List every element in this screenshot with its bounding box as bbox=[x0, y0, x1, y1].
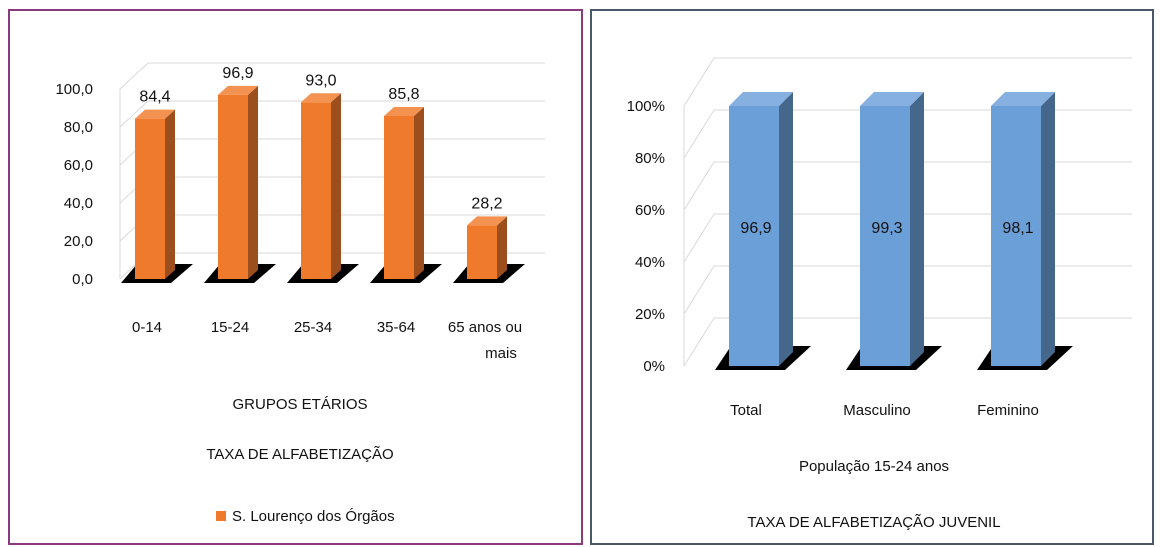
y-tick-label: 0% bbox=[643, 358, 665, 375]
y-tick-label: 100% bbox=[627, 98, 665, 115]
x-tick-label: 15-24 bbox=[211, 319, 249, 336]
gridline bbox=[119, 100, 545, 128]
legend-label: S. Lourenço dos Órgãos bbox=[232, 508, 395, 525]
bar bbox=[467, 225, 497, 279]
y-tick-label: 20,0 bbox=[64, 233, 93, 250]
bar-side bbox=[165, 109, 175, 279]
bar-top bbox=[301, 93, 341, 103]
bar-side bbox=[1041, 92, 1055, 366]
bar-top bbox=[218, 85, 258, 95]
y-tick-label: 80,0 bbox=[64, 119, 93, 136]
data-label: 96,9 bbox=[740, 220, 771, 237]
bar-top bbox=[384, 106, 424, 116]
bar bbox=[301, 102, 331, 279]
x-tick-label: Feminino bbox=[977, 402, 1039, 419]
bar-top bbox=[135, 109, 175, 119]
y-tick-label: 60,0 bbox=[64, 157, 93, 174]
data-label: 98,1 bbox=[1002, 220, 1033, 237]
y-tick-label: 100,0 bbox=[55, 81, 93, 98]
bar-top bbox=[860, 92, 924, 106]
youth-literacy-panel: 0% 20% 40% 60% 80% 100% 96,9 99,3 98,1 Total Mascu… bbox=[590, 9, 1154, 545]
x-tick-label: 65 anos ou mais bbox=[448, 319, 522, 362]
bar-side bbox=[248, 85, 258, 279]
x-axis-title: População 15-24 anos bbox=[799, 458, 949, 475]
y-tick-label: 20% bbox=[635, 306, 665, 323]
legend-swatch bbox=[216, 511, 226, 521]
bar bbox=[218, 94, 248, 279]
x-tick-label: 0-14 bbox=[132, 319, 162, 336]
data-label: 99,3 bbox=[871, 220, 902, 237]
y-tick-label: 40,0 bbox=[64, 195, 93, 212]
bar-side bbox=[414, 106, 424, 279]
bar-side bbox=[910, 92, 924, 366]
bar-side bbox=[331, 93, 341, 279]
y-tick-label: 60% bbox=[635, 202, 665, 219]
chart-title: TAXA DE ALFABETIZAÇÃO bbox=[206, 446, 393, 463]
youth-literacy-chart: 0% 20% 40% 60% 80% 100% 96,9 99,3 98,1 Total Mascu… bbox=[627, 57, 1132, 531]
y-tick-label: 80% bbox=[635, 150, 665, 167]
literacy-by-age-panel: 0,0 20,0 40,0 60,0 80,0 100,0 84,4 96,9 93,0 85,8… bbox=[8, 9, 583, 545]
y-tick-label: 40% bbox=[635, 254, 665, 271]
data-label: 85,8 bbox=[388, 86, 419, 103]
bar bbox=[384, 115, 414, 279]
chart-title: TAXA DE ALFABETIZAÇÃO JUVENIL bbox=[747, 514, 1000, 531]
bar bbox=[729, 106, 779, 366]
bar bbox=[991, 106, 1041, 366]
x-tick-label: 25-34 bbox=[294, 319, 332, 336]
bar-top bbox=[991, 92, 1055, 106]
data-label: 28,2 bbox=[471, 195, 502, 212]
data-label: 96,9 bbox=[222, 65, 253, 82]
bar-top bbox=[467, 216, 507, 226]
x-tick-label: Masculino bbox=[843, 402, 911, 419]
literacy-by-age-chart: 0,0 20,0 40,0 60,0 80,0 100,0 84,4 96,9 93,0 85,8… bbox=[55, 62, 545, 525]
x-tick-label: 35-64 bbox=[377, 319, 415, 336]
bar-top bbox=[729, 92, 793, 106]
data-label: 84,4 bbox=[139, 89, 170, 106]
y-tick-label: 0,0 bbox=[72, 271, 93, 288]
gridline bbox=[683, 57, 1132, 107]
x-tick-label: Total bbox=[730, 402, 762, 419]
gridline bbox=[119, 62, 545, 90]
bar-side bbox=[497, 216, 507, 279]
data-label: 93,0 bbox=[305, 72, 336, 89]
bar bbox=[135, 118, 165, 279]
x-axis-title: GRUPOS ETÁRIOS bbox=[232, 396, 367, 413]
bar bbox=[860, 106, 910, 366]
bar-side bbox=[779, 92, 793, 366]
